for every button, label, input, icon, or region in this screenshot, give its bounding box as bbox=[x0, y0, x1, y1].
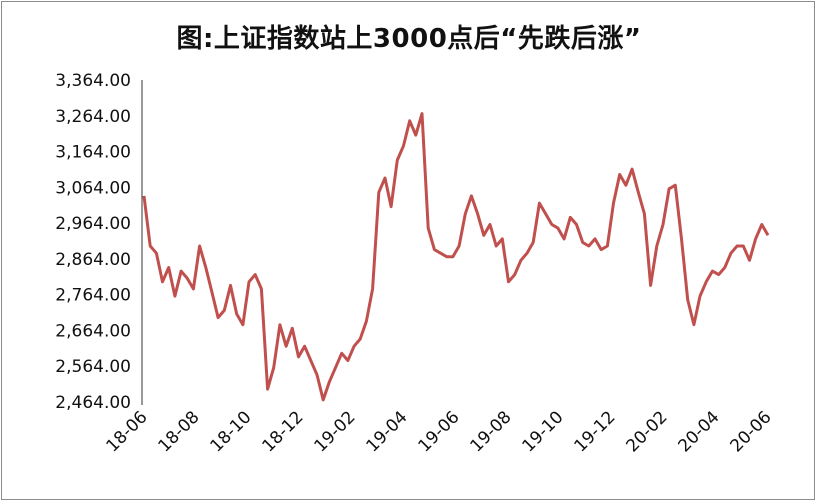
x-tick-label: 18-06 bbox=[102, 407, 151, 456]
y-tick-label: 2,464.00 bbox=[55, 393, 131, 413]
x-tick-label: 18-12 bbox=[258, 407, 307, 456]
y-tick-label: 3,264.00 bbox=[55, 107, 131, 127]
series-line bbox=[142, 112, 770, 402]
x-tick-label: 19-02 bbox=[310, 407, 359, 456]
x-tick-label: 19-10 bbox=[518, 407, 567, 456]
y-tick-label: 2,564.00 bbox=[55, 357, 131, 377]
x-tick-label: 18-08 bbox=[154, 407, 203, 456]
x-tick-label: 20-02 bbox=[622, 407, 671, 456]
x-tick-label: 19-12 bbox=[570, 407, 619, 456]
x-tick-label: 20-06 bbox=[726, 407, 775, 456]
y-tick-label: 2,764.00 bbox=[55, 286, 131, 306]
y-tick-label: 3,064.00 bbox=[55, 178, 131, 198]
y-tick-label: 2,864.00 bbox=[55, 250, 131, 270]
y-tick-label: 2,964.00 bbox=[55, 214, 131, 234]
x-tick-label: 19-06 bbox=[414, 407, 463, 456]
x-tick-label: 18-10 bbox=[206, 407, 255, 456]
y-tick-label: 2,664.00 bbox=[55, 321, 131, 341]
y-tick-label: 3,364.00 bbox=[55, 71, 131, 91]
x-tick-label: 20-04 bbox=[674, 407, 723, 456]
x-tick-label: 19-04 bbox=[362, 407, 411, 456]
x-tick-labels: 18-06 18-08 18-10 18-12 19-02 19-04 19-06 19-08… bbox=[102, 407, 775, 456]
series-lines bbox=[142, 112, 770, 402]
y-tick-labels: 3,364.00 3,264.00 3,164.00 3,064.00 2,964.00… bbox=[55, 71, 131, 413]
x-tick-label: 19-08 bbox=[466, 407, 515, 456]
y-tick-label: 3,164.00 bbox=[55, 143, 131, 163]
chart-title: 图:上证指数站上3000点后“先跌后涨” bbox=[176, 24, 642, 54]
